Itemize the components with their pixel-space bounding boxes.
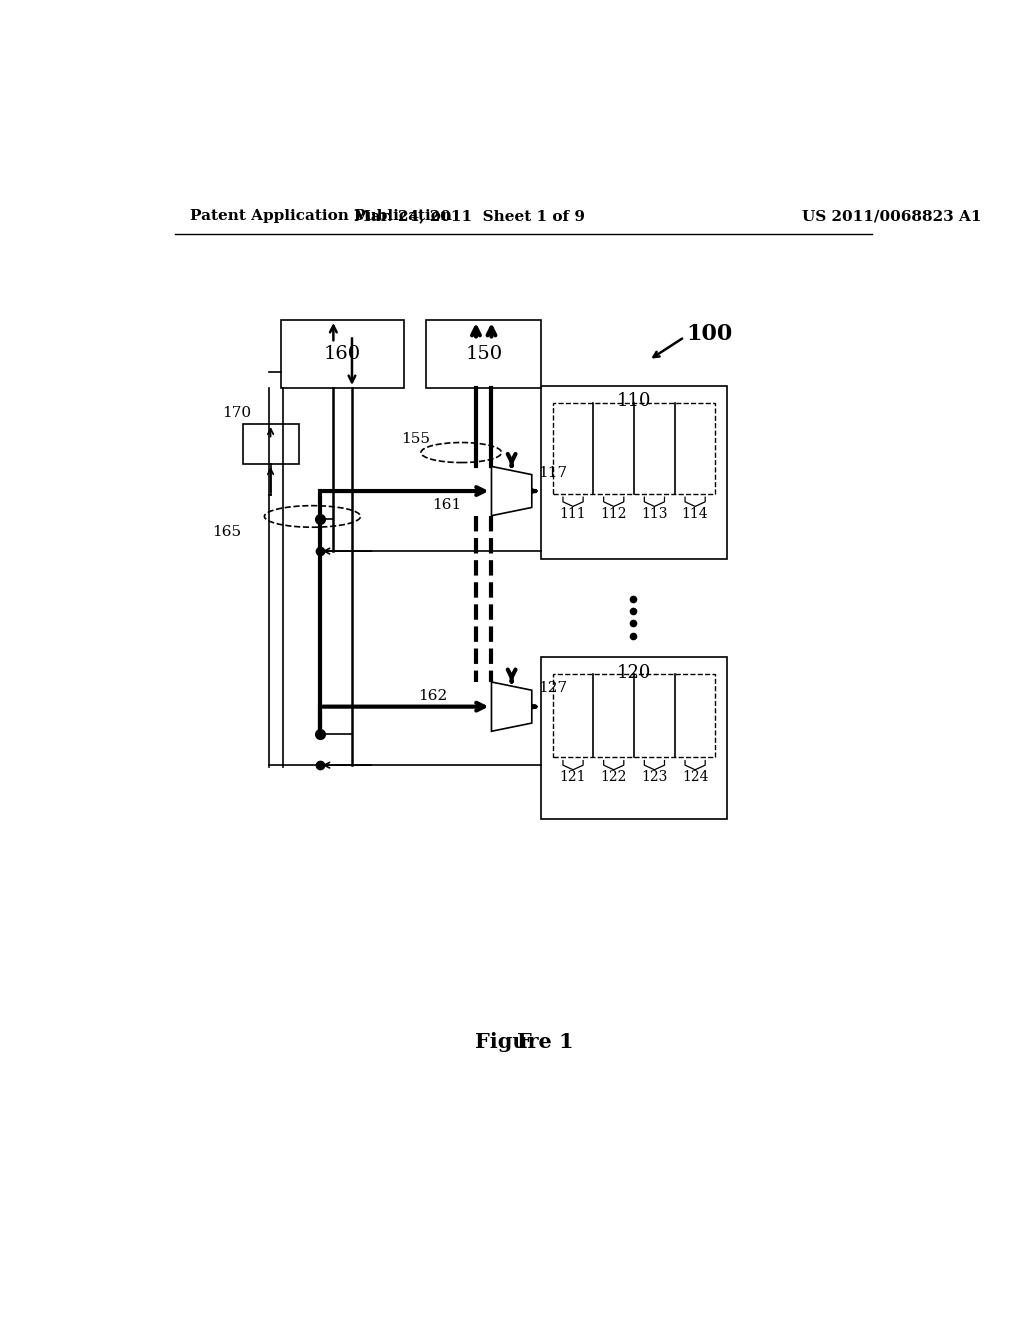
Text: 117: 117 [538, 466, 567, 479]
Bar [541, 385, 727, 558]
Text: 170: 170 [222, 407, 251, 420]
Bar [553, 675, 716, 758]
Text: 162: 162 [419, 689, 447, 702]
Text: 114: 114 [682, 507, 709, 521]
Text: 160: 160 [325, 345, 361, 363]
Text: 150: 150 [465, 345, 503, 363]
Polygon shape [492, 466, 531, 516]
Text: Patent Application Publication: Patent Application Publication [190, 209, 452, 223]
Text: F: F [517, 1032, 532, 1052]
Text: 127: 127 [538, 681, 567, 696]
Bar [282, 321, 403, 388]
Text: 123: 123 [641, 771, 668, 784]
Text: 110: 110 [616, 392, 651, 411]
Text: 112: 112 [600, 507, 627, 521]
Bar [243, 424, 299, 465]
Text: 111: 111 [560, 507, 587, 521]
Text: Mar. 24, 2011  Sheet 1 of 9: Mar. 24, 2011 Sheet 1 of 9 [353, 209, 585, 223]
Text: 161: 161 [432, 498, 462, 512]
Text: 120: 120 [616, 664, 651, 681]
Text: 113: 113 [641, 507, 668, 521]
Text: 165: 165 [212, 525, 241, 539]
Text: 155: 155 [401, 432, 430, 446]
Text: 100: 100 [686, 323, 732, 345]
Polygon shape [492, 682, 531, 731]
Text: 121: 121 [560, 771, 587, 784]
Text: US 2011/0068823 A1: US 2011/0068823 A1 [802, 209, 982, 223]
Text: 124: 124 [682, 771, 709, 784]
Bar [541, 657, 727, 818]
Bar [553, 404, 716, 494]
Text: Figure 1: Figure 1 [475, 1032, 574, 1052]
Bar [426, 321, 541, 388]
Text: 122: 122 [600, 771, 627, 784]
